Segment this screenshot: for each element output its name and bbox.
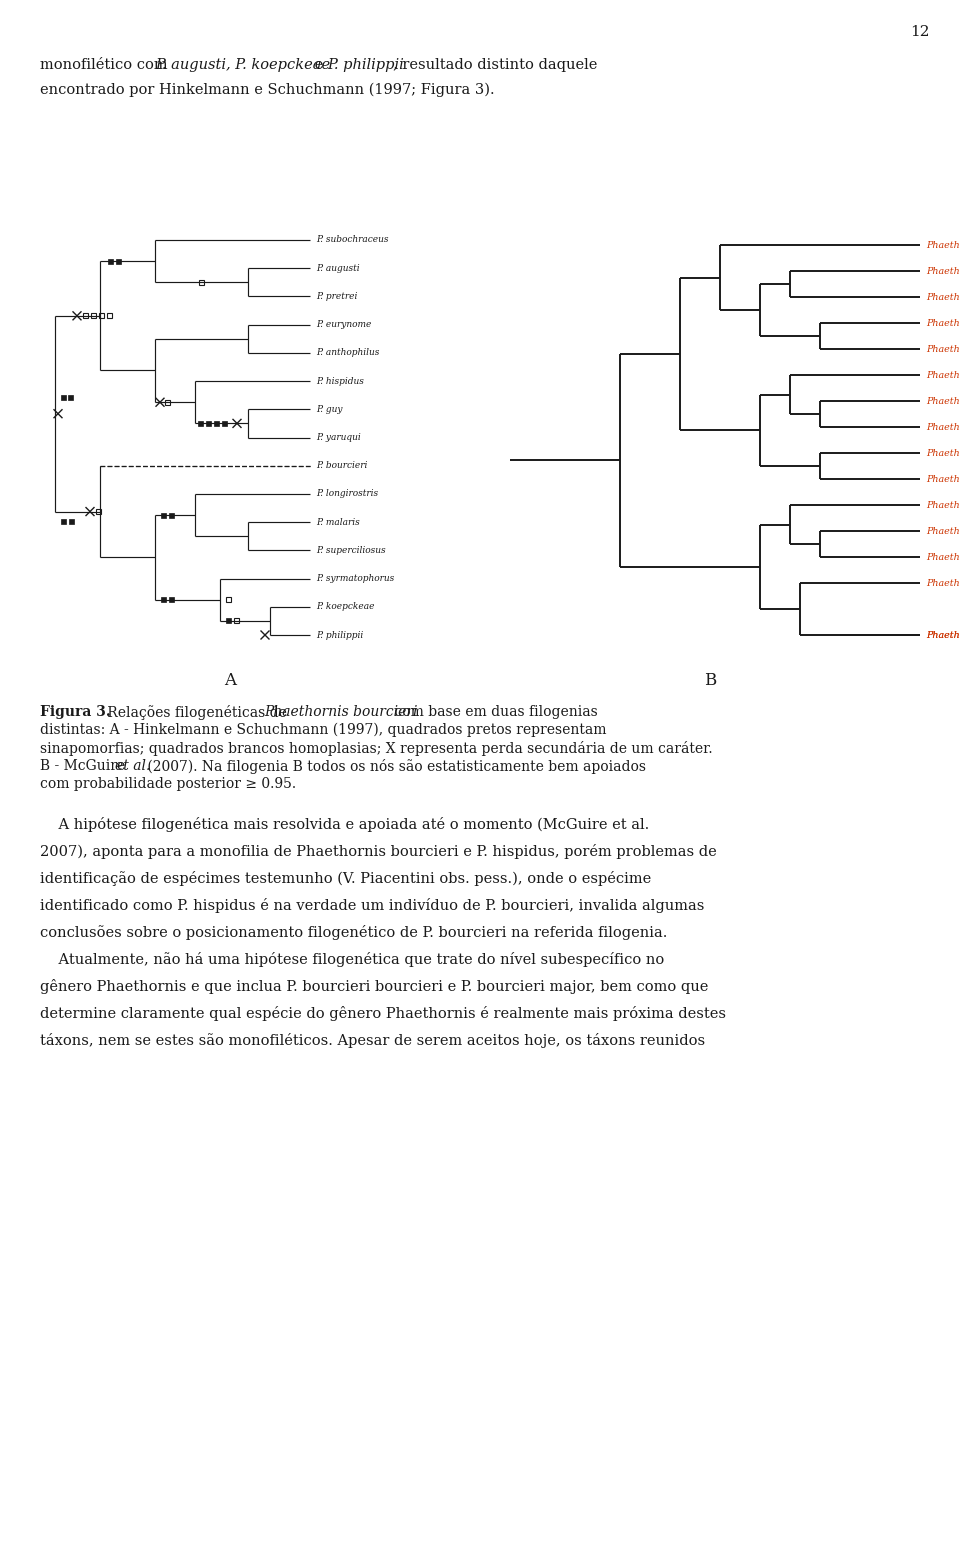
Text: B: B (704, 672, 716, 689)
Bar (160, 513, 165, 518)
Text: B - McGuire: B - McGuire (40, 759, 130, 773)
Text: Phaethornis ruber: Phaethornis ruber (926, 423, 960, 431)
Bar (67, 395, 73, 400)
Text: P. augusti, P. koepckeae: P. augusti, P. koepckeae (155, 58, 330, 72)
Text: Phaethornis koepckeae: Phaethornis koepckeae (926, 319, 960, 328)
Text: A hipótese filogenética mais resolvida e apoiada até o momento (McGuire et al.: A hipótese filogenética mais resolvida e… (40, 816, 649, 832)
Bar (107, 313, 111, 319)
Text: Atualmente, não há uma hipótese filogenética que trate do nível subespecífico no: Atualmente, não há uma hipótese filogené… (40, 952, 664, 967)
Text: P. anthophilus: P. anthophilus (316, 348, 379, 358)
Bar (115, 258, 121, 264)
Text: A: A (224, 672, 236, 689)
Bar (226, 597, 230, 602)
Text: P. augusti: P. augusti (316, 264, 360, 272)
Text: Phaethornis longirostris: Phaethornis longirostris (926, 630, 960, 639)
Text: monofilético com: monofilético com (40, 58, 172, 72)
Text: (2007). Na filogenia B todos os nós são estatisticamente bem apoiados: (2007). Na filogenia B todos os nós são … (143, 759, 646, 774)
Bar (198, 421, 203, 426)
Text: Phaethornis longirostris: Phaethornis longirostris (926, 630, 960, 639)
Text: Relações filogenéticas de: Relações filogenéticas de (103, 704, 291, 720)
Text: P. subochraceus: P. subochraceus (316, 235, 389, 244)
Text: Phaethornis malaris: Phaethornis malaris (926, 578, 960, 588)
Bar (233, 619, 238, 624)
Bar (68, 519, 74, 524)
Bar (205, 421, 210, 426)
Bar (213, 421, 219, 426)
Text: identificado como P. hispidus é na verdade um indivíduo de P. bourcieri, invalid: identificado como P. hispidus é na verda… (40, 897, 705, 913)
Text: P. philippii: P. philippii (327, 58, 404, 72)
Text: Phaethornis griseogularis: Phaethornis griseogularis (926, 448, 960, 457)
Bar (95, 508, 101, 515)
Text: P. longirostris: P. longirostris (316, 490, 378, 499)
Text: Phaethornis yaruqui: Phaethornis yaruqui (926, 552, 960, 561)
Text: P. philippii: P. philippii (316, 630, 363, 639)
Bar (226, 619, 230, 624)
Text: Phaethornis anthophilus: Phaethornis anthophilus (926, 370, 960, 379)
Text: Phaethornis bourcieri: Phaethornis bourcieri (926, 266, 960, 275)
Text: P. syrmatophorus: P. syrmatophorus (316, 574, 395, 583)
Text: Phaethornis atrimentalis: Phaethornis atrimentalis (926, 397, 960, 406)
Bar (60, 395, 65, 400)
Bar (108, 258, 112, 264)
Bar (169, 597, 174, 602)
Text: identificação de espécimes testemunho (V. Piacentini obs. pess.), onde o espécim: identificação de espécimes testemunho (V… (40, 871, 651, 886)
Bar (160, 597, 165, 602)
Text: com probabilidade posterior ≥ 0.95.: com probabilidade posterior ≥ 0.95. (40, 778, 296, 791)
Text: com base em duas filogenias: com base em duas filogenias (390, 704, 598, 718)
Text: P. hispidus: P. hispidus (316, 376, 364, 386)
Text: conclusões sobre o posicionamento filogenético de P. bourcieri na referida filog: conclusões sobre o posicionamento filoge… (40, 925, 667, 941)
Text: P. superciliosus: P. superciliosus (316, 546, 386, 555)
Text: P. bourcieri: P. bourcieri (316, 462, 368, 470)
Text: Figura 3.: Figura 3. (40, 704, 110, 718)
Bar (199, 280, 204, 285)
Text: gênero Phaethornis e que inclua P. bourcieri bourcieri e P. bourcieri major, bem: gênero Phaethornis e que inclua P. bourc… (40, 980, 708, 994)
Text: et al.: et al. (115, 759, 151, 773)
Text: 12: 12 (910, 25, 929, 39)
Text: Phaethornis guy: Phaethornis guy (926, 527, 960, 535)
Text: e: e (310, 58, 328, 72)
Text: 2007), aponta para a monofilia de Phaethornis bourcieri e P. hispidus, porém pro: 2007), aponta para a monofilia de Phaeth… (40, 844, 717, 858)
Text: Phaethornis bourcieri: Phaethornis bourcieri (264, 704, 418, 718)
Text: P. malaris: P. malaris (316, 518, 360, 527)
Text: P. eurynome: P. eurynome (316, 320, 372, 330)
Bar (222, 421, 227, 426)
Text: P. pretrei: P. pretrei (316, 292, 357, 302)
Bar (99, 313, 104, 319)
Text: P. guy: P. guy (316, 404, 343, 414)
Bar (90, 313, 95, 319)
Text: , resultado distinto daquele: , resultado distinto daquele (393, 58, 597, 72)
Text: Phaethornis longuemareus: Phaethornis longuemareus (926, 474, 960, 484)
Text: Phaethornis syrmatophorus: Phaethornis syrmatophorus (926, 501, 960, 510)
Text: Phaethornis hispidus: Phaethornis hispidus (926, 292, 960, 302)
Text: P. koepckeae: P. koepckeae (316, 602, 374, 611)
Text: Phaethornis philippii: Phaethornis philippii (926, 345, 960, 353)
Bar (83, 313, 87, 319)
Text: encontrado por Hinkelmann e Schuchmann (1997; Figura 3).: encontrado por Hinkelmann e Schuchmann (… (40, 82, 494, 98)
Text: Phaethornis augusti: Phaethornis augusti (926, 241, 960, 249)
Bar (60, 519, 65, 524)
Text: táxons, nem se estes são monofiléticos. Apesar de serem aceitos hoje, os táxons : táxons, nem se estes são monofiléticos. … (40, 1033, 706, 1048)
Bar (169, 513, 174, 518)
Text: sinapomorfias; quadrados brancos homoplasias; X representa perda secundária de u: sinapomorfias; quadrados brancos homopla… (40, 742, 712, 756)
Text: P. yaruqui: P. yaruqui (316, 432, 361, 442)
Text: distintas: A - Hinkelmann e Schuchmann (1997), quadrados pretos representam: distintas: A - Hinkelmann e Schuchmann (… (40, 723, 607, 737)
Text: determine claramente qual espécie do gênero Phaethornis é realmente mais próxima: determine claramente qual espécie do gên… (40, 1006, 726, 1022)
Bar (164, 400, 170, 404)
